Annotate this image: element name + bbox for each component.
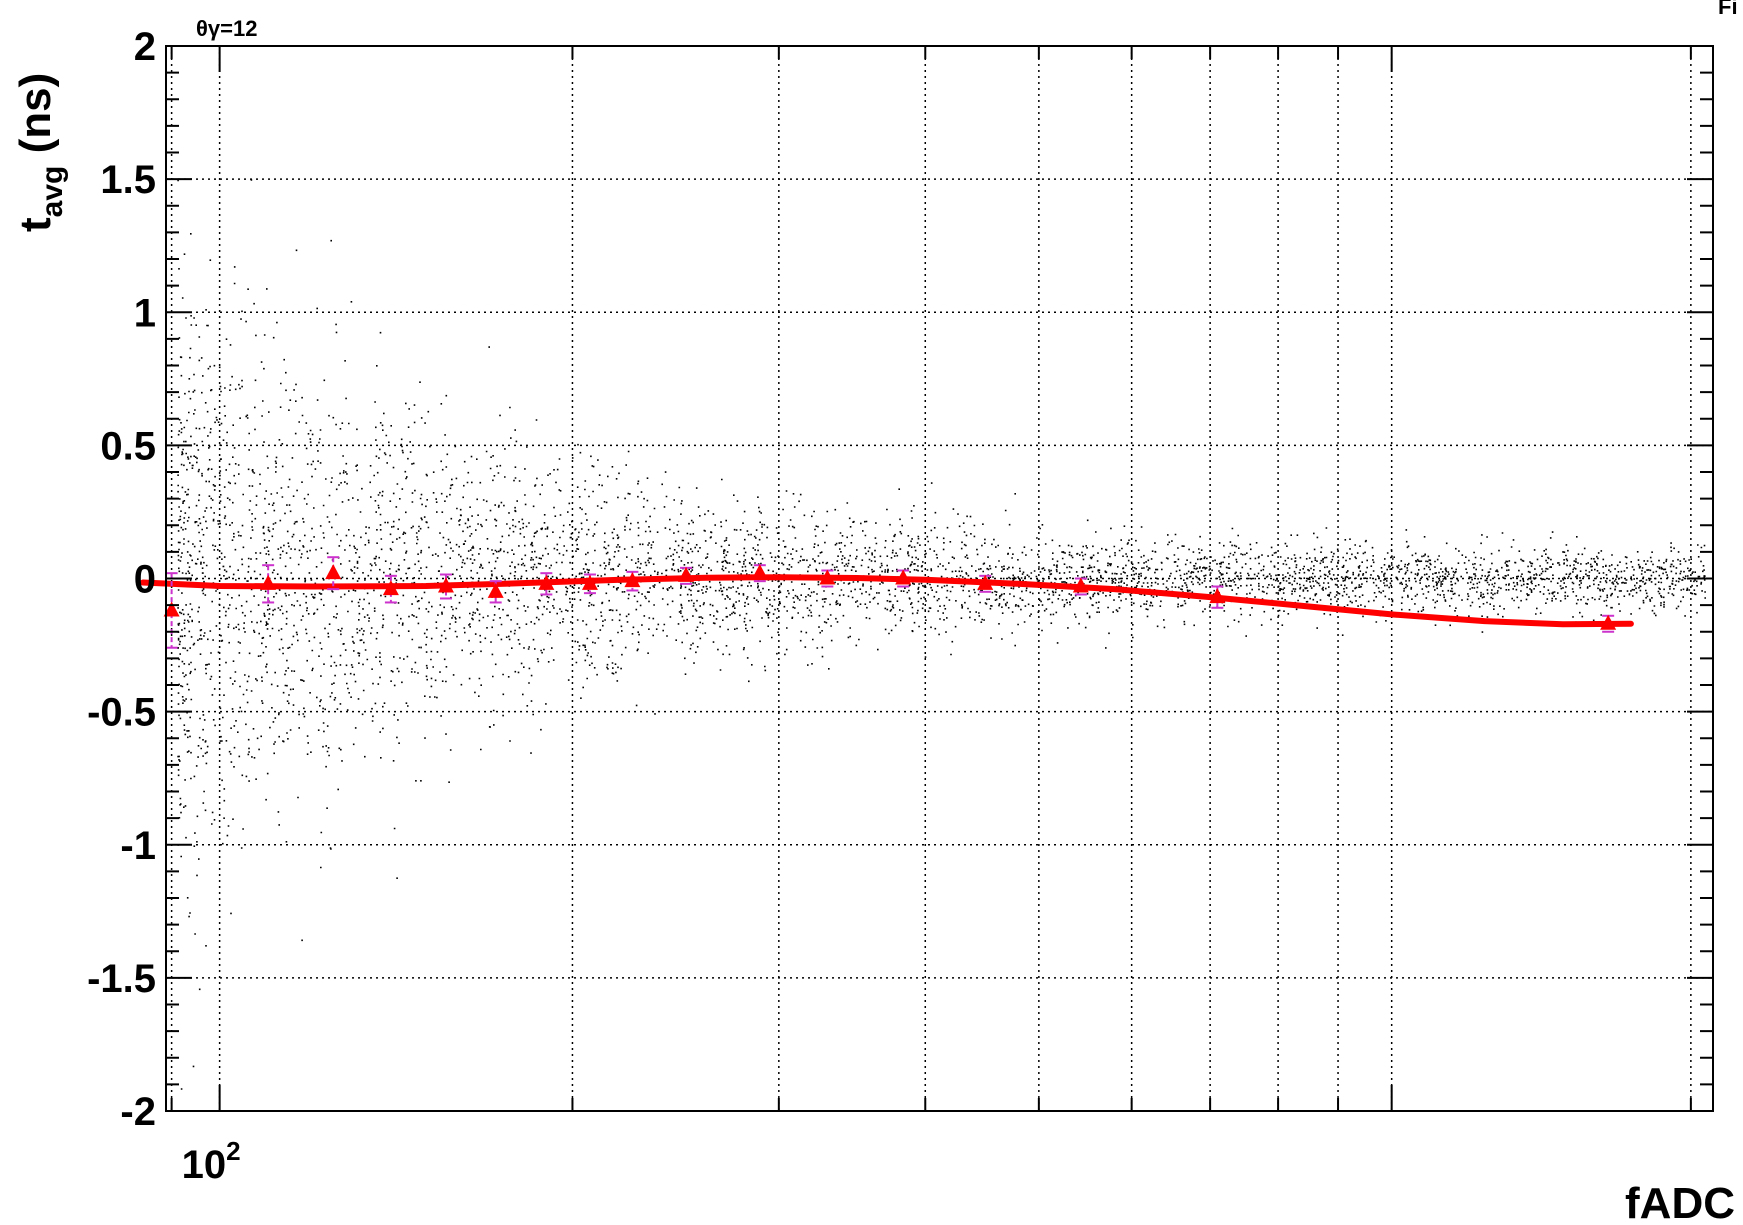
y-axis-title-sub: avg xyxy=(36,166,69,218)
y-tick-label: -0.5 xyxy=(87,691,156,735)
y-axis-title: tavg (ns) xyxy=(11,73,69,232)
y-tick-label: -1.5 xyxy=(87,957,156,1001)
x-tick-label-base: 10 xyxy=(182,1143,227,1187)
y-axis-title-main: t xyxy=(11,217,60,232)
x-tick-label: 102 xyxy=(182,1136,241,1187)
y-tick-label: -2 xyxy=(120,1090,156,1134)
scatter-points xyxy=(177,179,1706,1090)
x-tick-label-exponent: 2 xyxy=(226,1136,240,1166)
point-marker xyxy=(325,564,341,579)
data-point xyxy=(752,564,768,581)
scatter-cloud xyxy=(177,179,1706,1090)
annotation-label: θγ=12 xyxy=(196,16,257,41)
y-tick-label: 0.5 xyxy=(100,424,156,468)
point-marker xyxy=(260,575,276,590)
data-points xyxy=(164,557,1617,648)
x-axis-title: fADC xyxy=(1625,1179,1735,1225)
y-tick-label: 1.5 xyxy=(100,158,156,202)
point-marker xyxy=(752,564,768,579)
y-tick-label: 1 xyxy=(134,291,156,335)
y-tick-label: 0 xyxy=(134,558,156,602)
svg-text:tavg (ns): tavg (ns) xyxy=(11,73,69,232)
point-marker xyxy=(678,567,694,582)
y-axis-title-unit: (ns) xyxy=(11,73,60,166)
corner-label: Fi xyxy=(1718,0,1738,19)
y-tick-label: -1 xyxy=(120,824,156,868)
y-tick-label: 2 xyxy=(134,25,156,69)
